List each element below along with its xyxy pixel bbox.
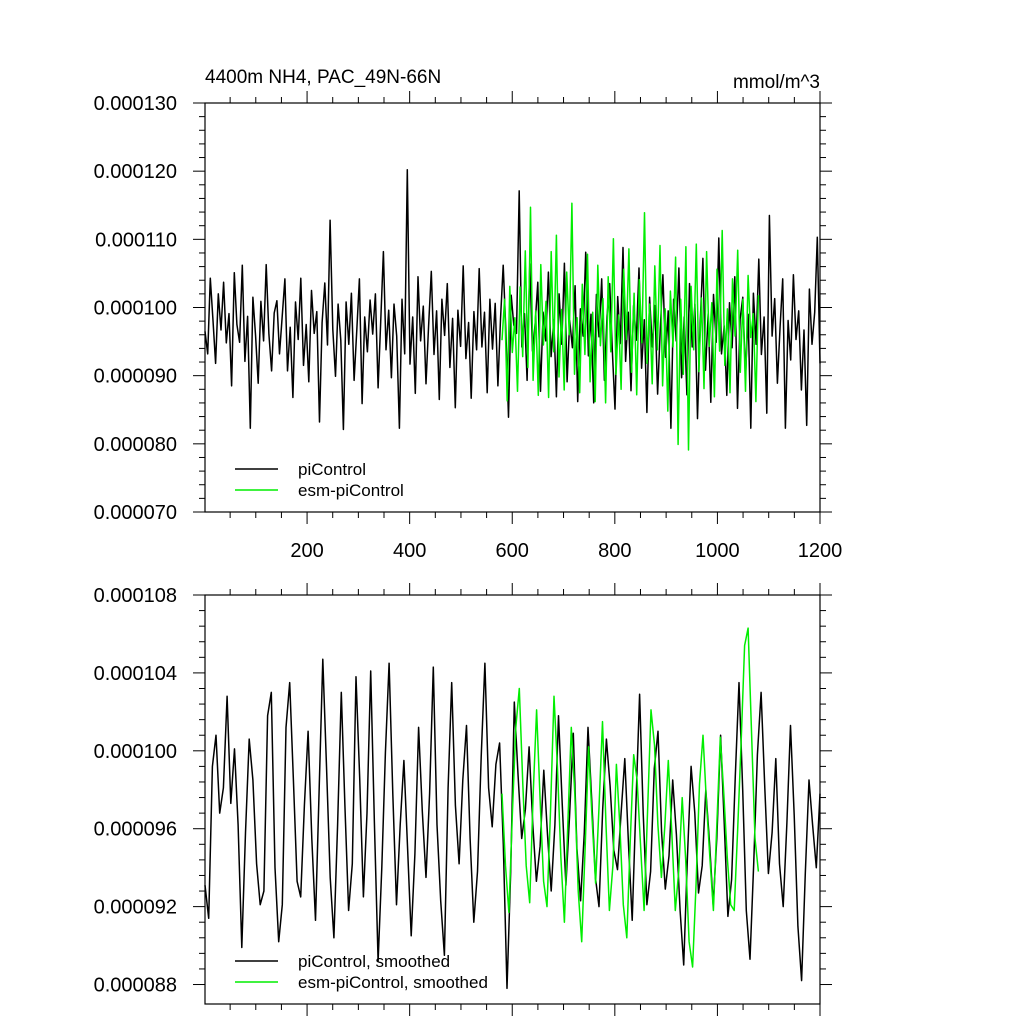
top-x-tick-label: 1000 [695, 540, 740, 562]
bottom-legend: piControl, smoothed esm-piControl, smoot… [235, 952, 488, 992]
legend-label-picontrol: piControl [298, 460, 366, 479]
top-y-tick-label: 0.000070 [94, 502, 177, 524]
bottom-y-tick-label: 0.000088 [94, 975, 177, 997]
top-y-tick-label: 0.000120 [94, 161, 177, 183]
top-x-tick-label: 600 [496, 540, 529, 562]
top-y-tick-label: 0.000110 [95, 229, 177, 251]
top-series-line-picontrol [204, 169, 821, 431]
bottom-y-tick-label: 0.000092 [94, 897, 177, 919]
bottom-y-tick-labels: 0.000088 0.000092 0.000096 0.000100 0.000104… [94, 585, 177, 997]
top-tick-group [193, 91, 832, 524]
top-y-tick-labels: 0.000070 0.000080 0.000090 0.000100 0.000110… [94, 93, 177, 524]
top-x-tick-labels: 200 400 600 800 1000 1200 [290, 540, 842, 562]
legend-label-esm-picontrol-smoothed: esm-piControl, smoothed [298, 973, 488, 992]
bottom-y-tick-label: 0.000100 [94, 741, 177, 763]
top-legend: piControl esm-piControl [235, 460, 404, 500]
bottom-series-group [204, 627, 821, 990]
bottom-y-tick-label: 0.000096 [94, 819, 177, 841]
top-y-tick-label: 0.000100 [94, 298, 177, 320]
units-label: mmol/m^3 [733, 72, 820, 93]
top-series-line-esm-picontrol [501, 202, 760, 451]
bottom-plot-panel: 0.000088 0.000092 0.000096 0.000100 0.000104… [94, 583, 832, 1016]
top-y-tick-label: 0.000080 [94, 434, 177, 456]
plot-title: 4400m NH4, PAC_49N-66N [205, 67, 441, 88]
top-y-tick-label: 0.000130 [94, 93, 177, 115]
bottom-series-line-esm-picontrol [501, 627, 760, 968]
top-x-tick-label: 400 [393, 540, 426, 562]
top-plot-panel: 4400m NH4, PAC_49N-66N mmol/m^3 0.000070… [94, 67, 843, 562]
top-y-tick-label: 0.000090 [94, 366, 177, 388]
top-series-group [204, 169, 821, 451]
legend-label-picontrol-smoothed: piControl, smoothed [298, 952, 450, 971]
bottom-y-tick-label: 0.000104 [94, 663, 177, 685]
top-x-tick-label: 200 [290, 540, 323, 562]
top-x-tick-label: 800 [598, 540, 631, 562]
legend-label-esm-picontrol: esm-piControl [298, 481, 404, 500]
bottom-y-tick-label: 0.000108 [94, 585, 177, 607]
top-x-tick-label: 1200 [798, 540, 843, 562]
bottom-tick-group [193, 583, 832, 1016]
